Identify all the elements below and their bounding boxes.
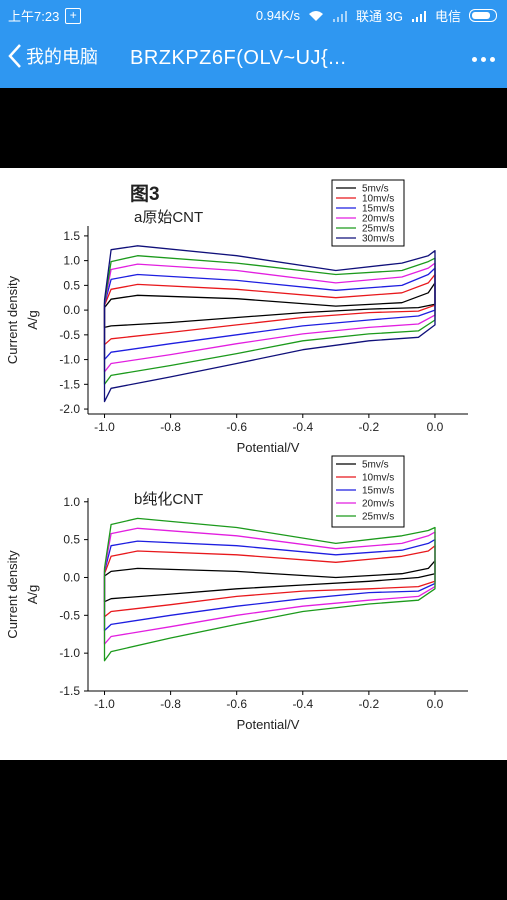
- image-viewer: 图3 a原始CNT b纯化CNT -1.0 -0.8 -0.6 -0.4 -0.2 0.0…: [0, 168, 507, 760]
- x-tick-label: -0.2: [359, 697, 380, 711]
- y-tick-label: 0.0: [63, 303, 80, 317]
- legend-label: 5mv/s: [362, 460, 389, 471]
- more-options-button[interactable]: [472, 57, 495, 62]
- legend-label: 25mv/s: [362, 512, 394, 523]
- signal-icon-2: [411, 10, 426, 22]
- x-tick-label: -0.4: [292, 420, 313, 434]
- legend-label: 5mv/s: [362, 184, 389, 195]
- x-tick-label: 0.0: [427, 697, 444, 711]
- back-button[interactable]: 我的电脑: [6, 42, 98, 70]
- x-axis-label: Potential/V: [237, 440, 300, 455]
- legend-label: 15mv/s: [362, 204, 394, 215]
- x-tick-label: 0.0: [427, 420, 444, 434]
- chart-b: -1.0 -0.8 -0.6 -0.4 -0.2 0.0 1.0 0.5 0.0 -0.5 -1.0…: [5, 455, 468, 732]
- cv-curve: [103, 262, 436, 373]
- cv-curve: [103, 273, 436, 346]
- network-speed: 0.94K/s: [255, 8, 301, 23]
- y-axis-label: Current density: [5, 275, 20, 364]
- wifi-icon: [309, 10, 324, 21]
- cv-curve: [103, 267, 436, 361]
- y-tick-label: 1.5: [63, 229, 80, 243]
- chevron-left-icon: [8, 44, 21, 68]
- y-axis-unit: A/g: [25, 310, 40, 330]
- y-tick-label: 0.5: [63, 533, 80, 547]
- carrier-label: 联通 3G: [356, 9, 403, 24]
- x-tick-label: -0.4: [292, 697, 313, 711]
- y-tick-label: -1.0: [59, 646, 80, 660]
- legend-label: 10mv/s: [362, 473, 394, 484]
- legend-label: 25mv/s: [362, 224, 394, 235]
- legend-label: 30mv/s: [362, 234, 394, 245]
- y-tick-label: 1.0: [63, 495, 80, 509]
- legend-label: 20mv/s: [362, 214, 394, 225]
- x-tick-label: -0.8: [160, 697, 181, 711]
- x-axis-label: Potential/V: [237, 717, 300, 732]
- chart-a: -1.0 -0.8 -0.6 -0.4 -0.2 0.0 1.5 1.0 0.5 0.0 -0.5 -…: [5, 179, 468, 455]
- y-tick-label: 0.0: [63, 570, 80, 584]
- battery-icon: [469, 9, 497, 22]
- cv-curve: [103, 527, 436, 645]
- y-tick-label: 1.0: [63, 254, 80, 268]
- y-tick-label: 0.5: [63, 278, 80, 292]
- panel-b-label: b纯化CNT: [134, 491, 203, 508]
- x-tick-label: -0.6: [226, 420, 247, 434]
- panel-a-label: a原始CNT: [134, 209, 203, 226]
- figure-title: 图3: [130, 183, 160, 205]
- y-tick-label: -1.0: [59, 353, 80, 367]
- legend-box: [331, 179, 405, 247]
- y-tick-label: -2.0: [59, 402, 80, 416]
- x-tick-label: -0.2: [359, 420, 380, 434]
- cv-curve: [103, 545, 436, 618]
- legend-box: [331, 455, 405, 528]
- x-tick-label: -1.0: [94, 420, 115, 434]
- y-tick-label: -0.5: [59, 608, 80, 622]
- title-bar: 我的电脑 BRZKPZ6F(OLV~UJ{...: [0, 30, 507, 88]
- cv-curve: [103, 245, 436, 403]
- x-tick-label: -1.0: [94, 697, 115, 711]
- y-tick-label: -1.5: [59, 684, 80, 698]
- back-label: 我的电脑: [26, 47, 98, 67]
- carrier2-label: 电信: [434, 9, 461, 24]
- y-tick-label: -0.5: [59, 328, 80, 342]
- legend-label: 20mv/s: [362, 499, 394, 510]
- y-axis-unit: A/g: [25, 585, 40, 605]
- cv-curve: [103, 538, 436, 632]
- notification-plus-icon: +: [65, 7, 82, 24]
- y-tick-label: -1.5: [59, 377, 80, 391]
- legend-label: 15mv/s: [362, 486, 394, 497]
- signal-icon: [333, 10, 348, 22]
- x-tick-label: -0.6: [226, 697, 247, 711]
- cv-curve: [103, 560, 436, 603]
- cv-figure: 图3 a原始CNT b纯化CNT -1.0 -0.8 -0.6 -0.4 -0.2 0.0…: [5, 179, 468, 732]
- clock: 上午7:23: [8, 9, 60, 24]
- cv-curve: [103, 517, 436, 662]
- status-bar: 上午7:23 + 0.94K/s 联通 3G 电信: [0, 0, 507, 30]
- document-title: BRZKPZ6F(OLV~UJ{...: [130, 47, 347, 69]
- x-tick-label: -0.8: [160, 420, 181, 434]
- y-axis-label: Current density: [5, 550, 20, 639]
- legend-label: 10mv/s: [362, 194, 394, 205]
